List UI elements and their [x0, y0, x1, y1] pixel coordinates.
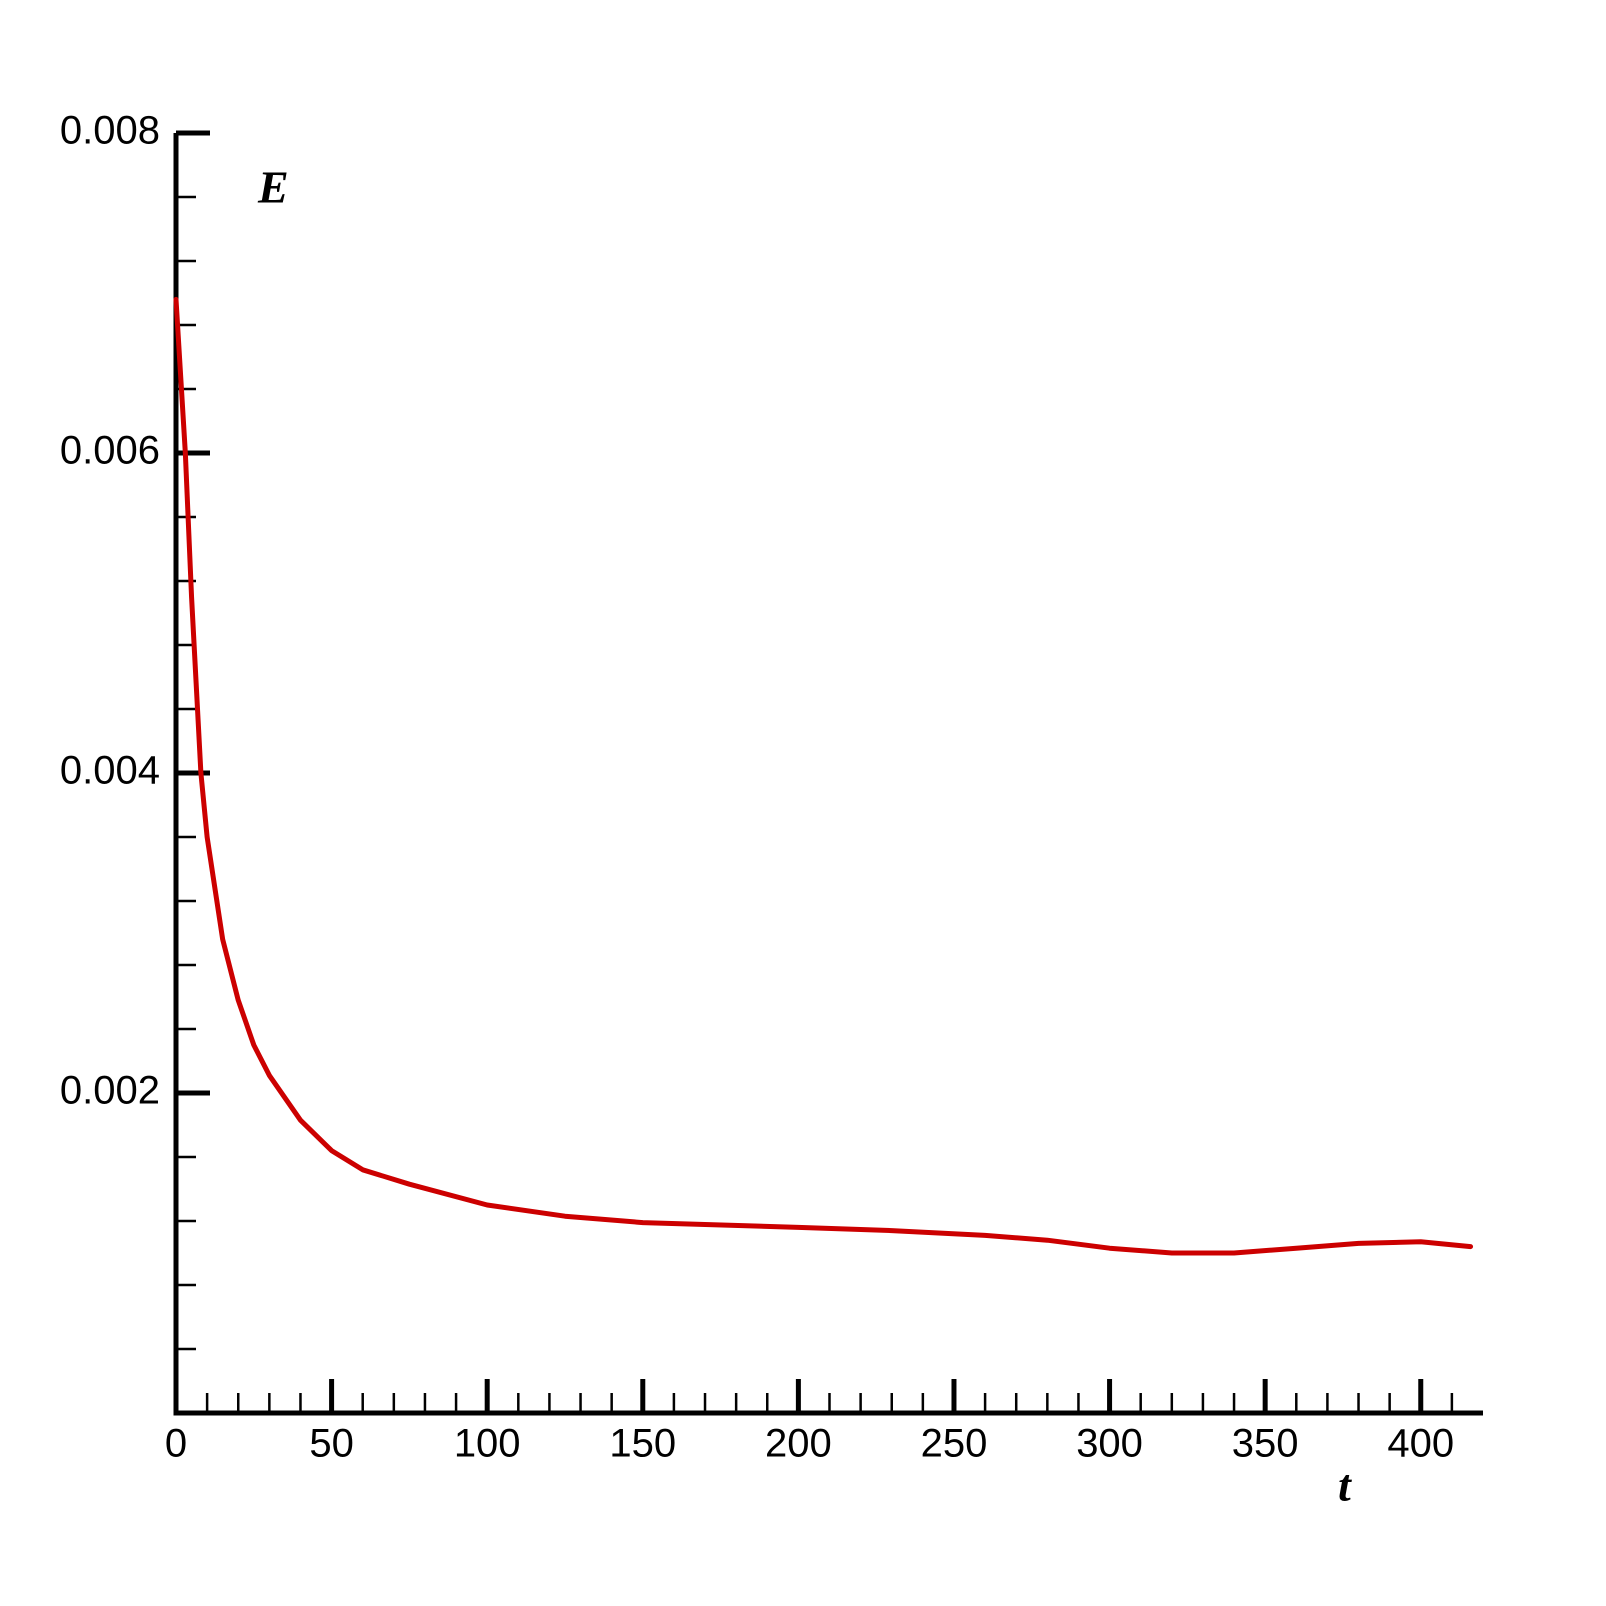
data-line [173, 296, 1474, 1256]
y-tick-label: 0.004 [60, 749, 160, 793]
y-tick-label: 0.006 [60, 429, 160, 473]
x-tick-label: 150 [609, 1422, 676, 1466]
x-tick-label: 200 [765, 1422, 832, 1466]
x-tick-label: 0 [165, 1422, 187, 1466]
x-tick-label: 350 [1232, 1422, 1299, 1466]
y-axis-label: E [257, 162, 289, 213]
y-tick-label: 0.002 [60, 1069, 160, 1113]
x-axis-label: t [1338, 1460, 1352, 1511]
y-tick-label: 0.008 [60, 109, 160, 153]
x-tick-label: 50 [309, 1422, 354, 1466]
x-tick-label: 300 [1076, 1422, 1143, 1466]
x-tick-label: 400 [1387, 1422, 1454, 1466]
x-tick-label: 100 [454, 1422, 521, 1466]
x-tick-label: 250 [921, 1422, 988, 1466]
